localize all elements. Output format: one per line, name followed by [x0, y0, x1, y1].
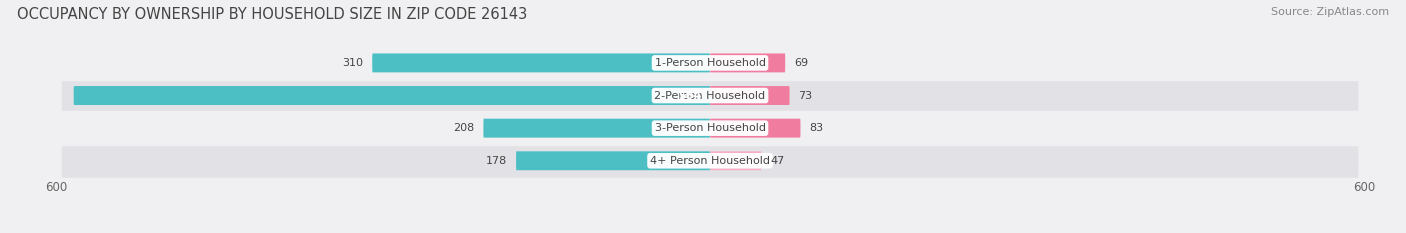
FancyBboxPatch shape [710, 86, 790, 105]
FancyBboxPatch shape [62, 46, 1358, 80]
Text: OCCUPANCY BY OWNERSHIP BY HOUSEHOLD SIZE IN ZIP CODE 26143: OCCUPANCY BY OWNERSHIP BY HOUSEHOLD SIZE… [17, 7, 527, 22]
Text: 69: 69 [794, 58, 808, 68]
FancyBboxPatch shape [62, 111, 1358, 145]
Text: 4+ Person Household: 4+ Person Household [650, 156, 770, 166]
FancyBboxPatch shape [516, 151, 710, 170]
Text: 310: 310 [343, 58, 364, 68]
FancyBboxPatch shape [710, 53, 785, 72]
Legend: Owner-occupied, Renter-occupied: Owner-occupied, Renter-occupied [583, 230, 837, 233]
Text: 584: 584 [678, 91, 702, 100]
Text: 3-Person Household: 3-Person Household [655, 123, 765, 133]
FancyBboxPatch shape [484, 119, 710, 138]
FancyBboxPatch shape [710, 151, 761, 170]
Text: 47: 47 [770, 156, 785, 166]
FancyBboxPatch shape [373, 53, 710, 72]
Text: 178: 178 [486, 156, 508, 166]
Text: 83: 83 [810, 123, 824, 133]
FancyBboxPatch shape [73, 86, 710, 105]
FancyBboxPatch shape [710, 119, 800, 138]
Text: Source: ZipAtlas.com: Source: ZipAtlas.com [1271, 7, 1389, 17]
FancyBboxPatch shape [62, 144, 1358, 178]
Text: 208: 208 [453, 123, 475, 133]
Text: 1-Person Household: 1-Person Household [655, 58, 765, 68]
Text: 73: 73 [799, 91, 813, 100]
Text: 2-Person Household: 2-Person Household [654, 91, 766, 100]
FancyBboxPatch shape [62, 79, 1358, 113]
